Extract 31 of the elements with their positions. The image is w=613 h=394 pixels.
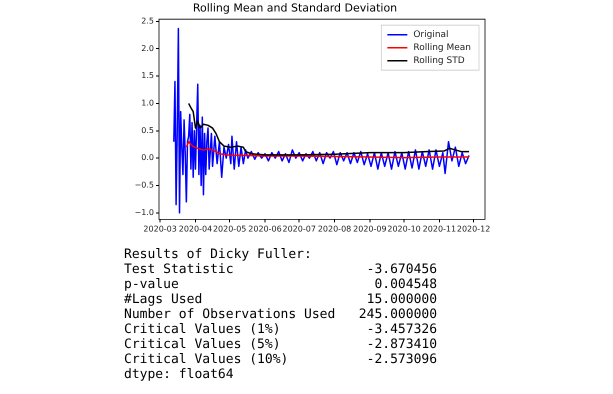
y-tick-label: 2.5 [141,16,154,26]
x-tick-label: 2020-11 [422,224,456,234]
text: Critical Values (10%) -2.573096 [124,352,438,367]
text: Test Statistic -3.670456 [124,262,438,277]
y-tick-label: 0.0 [141,153,154,162]
text: p-value 0.004548 [124,277,438,292]
text: Critical Values (1%) -3.457326 [124,322,438,337]
chart-title: Rolling Mean and Standard Deviation [192,1,398,14]
text: #Lags Used 15.000000 [124,292,438,307]
x-tick-label: 2020-05 [212,224,246,234]
y-tick-label: 1.5 [141,71,154,80]
text: Results of Dicky Fuller: [124,247,312,262]
x-tick-label: 2020-10 [387,224,421,234]
y-tick-label: 1.0 [141,98,154,108]
y-tick-label: −0.5 [134,180,154,190]
x-tick-label: 2020-08 [318,224,352,234]
x-tick-label: 2020-07 [282,224,316,234]
text: Critical Values (5%) -2.873410 [124,337,438,352]
y-tick-label: −1.0 [134,208,154,217]
y-tick-label: 0.5 [141,126,154,135]
y-tick-label: 2.0 [141,44,154,53]
legend-label: Rolling STD [413,56,465,66]
x-tick-label: 2020-03 [143,224,177,234]
text: dtype: float64 [124,367,234,382]
x-tick-label: 2020-06 [248,224,282,234]
x-tick-label: 2020-12 [456,224,490,234]
x-tick-label: 2020-09 [353,224,387,234]
x-tick-label: 2020-04 [178,224,212,234]
text: Number of Observations Used 245.000000 [124,307,438,322]
legend-label: Original [413,30,449,40]
legend-label: Rolling Mean [413,43,471,54]
